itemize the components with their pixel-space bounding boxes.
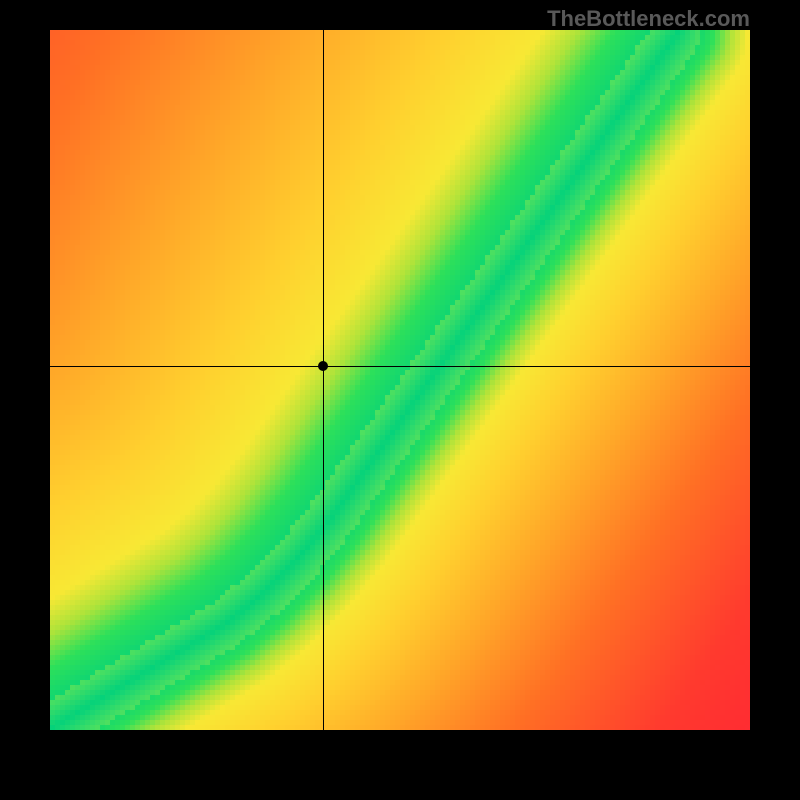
heatmap-canvas <box>50 30 750 730</box>
watermark: TheBottleneck.com <box>547 6 750 32</box>
crosshair-horizontal <box>50 366 750 367</box>
marker-dot <box>318 361 328 371</box>
crosshair-vertical <box>323 30 324 730</box>
bottleneck-heatmap <box>50 30 750 730</box>
